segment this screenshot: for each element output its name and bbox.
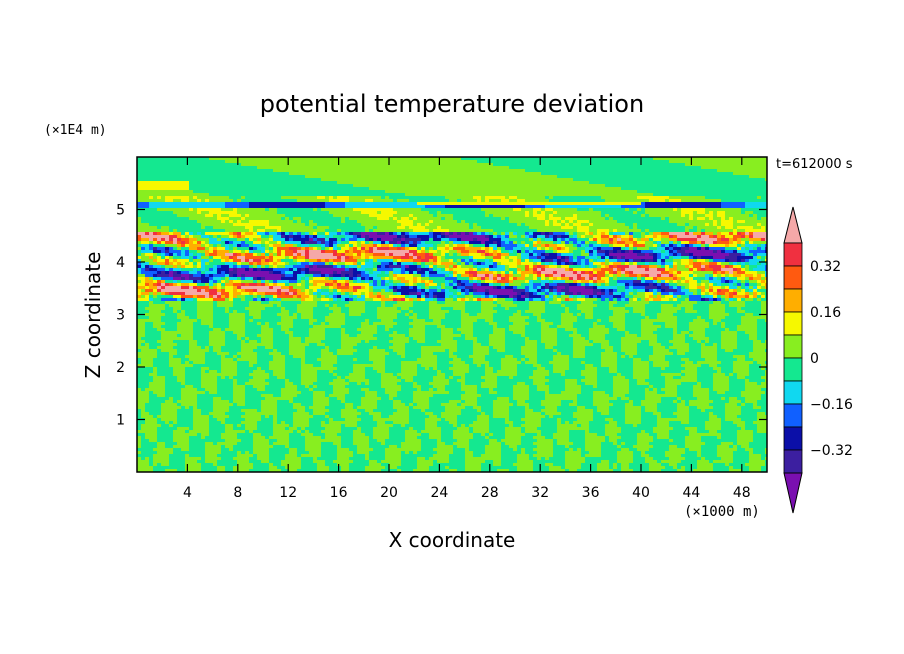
colorbar-tick-label: −0.16 [810, 397, 853, 413]
x-tick-label: 4 [183, 485, 192, 501]
x-tick-label: 24 [430, 485, 448, 501]
colorbar-swatch [784, 358, 802, 381]
x-tick-label: 20 [380, 485, 398, 501]
colorbar-swatch [784, 266, 802, 289]
colorbar-min-arrow [784, 473, 802, 513]
y-unit-label: (×1E4 m) [44, 123, 107, 138]
y-tick-label: 3 [116, 308, 125, 324]
colorbar-max-arrow [784, 207, 802, 243]
colorbar-swatch [784, 312, 802, 335]
colorbar: 0.32 0.16 0 −0.16 −0.32 [784, 207, 853, 513]
colorbar-tick-label: 0.32 [810, 259, 841, 275]
x-tick-label: 12 [279, 485, 297, 501]
colorbar-swatch [784, 289, 802, 312]
x-tick-label: 40 [632, 485, 650, 501]
x-tick-label: 32 [531, 485, 549, 501]
colorbar-swatch [784, 335, 802, 358]
x-tick-label: 36 [582, 485, 600, 501]
heatmap-field [137, 157, 770, 473]
y-tick-label: 5 [116, 203, 125, 219]
colorbar-swatch [784, 243, 802, 266]
x-axis-label: X coordinate [389, 528, 516, 552]
colorbar-tick-label: −0.32 [810, 443, 853, 459]
colorbar-tick-label: 0 [810, 351, 819, 367]
colorbar-swatch [784, 404, 802, 427]
x-tick-label: 28 [481, 485, 499, 501]
time-label: t=612000 s [776, 157, 853, 172]
colorbar-tick-label: 0.16 [810, 305, 841, 321]
y-tick-label: 2 [116, 360, 125, 376]
colorbar-swatch [784, 381, 802, 404]
y-tick-label: 1 [116, 413, 125, 429]
colorbar-swatch [784, 450, 802, 473]
x-tick-label: 44 [682, 485, 700, 501]
x-tick-label: 8 [233, 485, 242, 501]
colorbar-swatch [784, 427, 802, 450]
y-axis-label: Z coordinate [81, 252, 105, 379]
x-tick-label: 16 [330, 485, 348, 501]
chart-title: potential temperature deviation [260, 90, 644, 118]
x-tick-label: 48 [733, 485, 751, 501]
x-unit-label: (×1000 m) [684, 504, 760, 520]
y-tick-label: 4 [116, 255, 125, 271]
